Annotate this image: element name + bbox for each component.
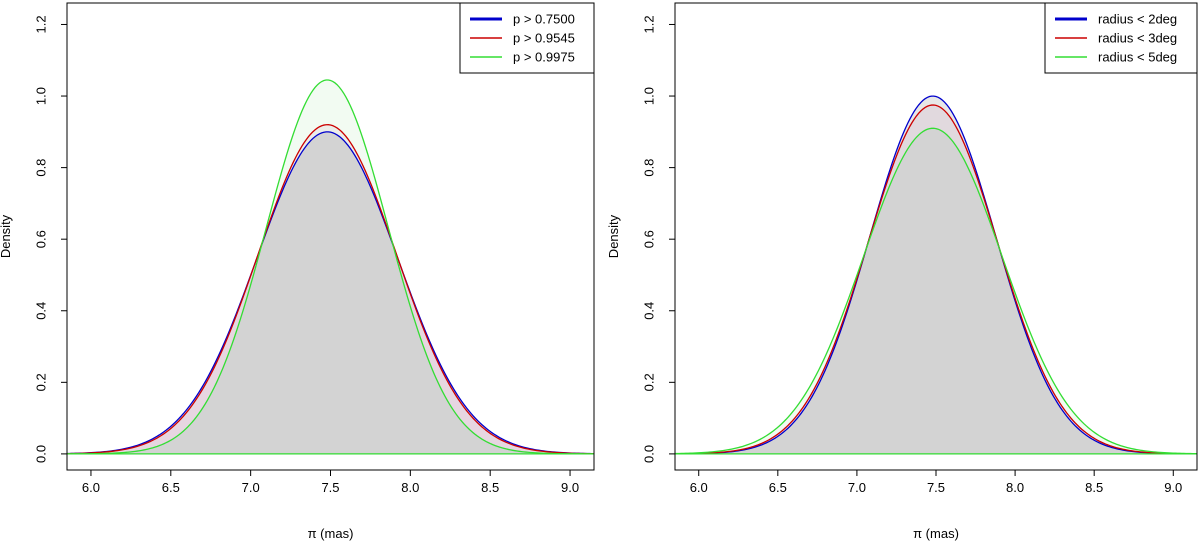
panel-2-x-tick-label-4: 7.5 xyxy=(927,480,945,495)
panel-2-y-tick-label-5: 0.8 xyxy=(642,159,657,177)
panel-1-x-tick-label-6: 8.5 xyxy=(481,480,499,495)
panel-2-y-tick-label-4: 0.6 xyxy=(642,230,657,248)
panel-2-y-tick-label-7: 1.2 xyxy=(642,15,657,33)
panel-1-y-axis-label: Density xyxy=(0,214,13,258)
panel-2: 6.0 6.5 7.0 7.5 8.0 8.5 9.0 0.0 0.2 0.4 0.6 0.8 1.0 1… xyxy=(606,2,1198,541)
panel-1-shared-area xyxy=(67,131,594,454)
panel-1-y-tick-label-1: 0.0 xyxy=(34,445,49,463)
panel-2-y-tick-label-6: 1.0 xyxy=(642,87,657,105)
panel-2-y-tick-label-3: 0.4 xyxy=(642,302,657,320)
panel-2-x-tick-label-1: 6.0 xyxy=(690,480,708,495)
panel-2-series-line-2 xyxy=(674,104,1198,455)
panel-2-x-tick-label-5: 8.0 xyxy=(1006,480,1024,495)
panel-2-x-tick-label-3: 7.0 xyxy=(848,480,866,495)
panel-1-x-tick-label-3: 7.0 xyxy=(242,480,260,495)
panel-2-x-tick-label-6: 8.5 xyxy=(1085,480,1103,495)
panel-1: 6.0 6.5 7.0 7.5 8.0 8.5 9.0 0.0 0.2 0.4 0.6 0.8 1.0 1… xyxy=(0,2,595,541)
panel-1-legend-label-1: p > 0.7500 xyxy=(513,12,575,27)
panel-1-legend-label-2: p > 0.9545 xyxy=(513,31,575,46)
panel-2-legend-label-2: radius < 3deg xyxy=(1098,31,1177,46)
panel-2-x-tick-label-2: 6.5 xyxy=(769,480,787,495)
panel-1-legend: p > 0.7500 p > 0.9545 p > 0.9975 xyxy=(459,2,595,74)
panel-2-legend: radius < 2deg radius < 3deg radius < 5deg xyxy=(1044,2,1198,74)
panel-1-series-line-1 xyxy=(66,131,595,455)
panel-1-series-line-2 xyxy=(66,124,595,455)
panel-1-x-tick-label-7: 9.0 xyxy=(561,480,579,495)
panel-2-legend-label-3: radius < 5deg xyxy=(1098,50,1177,65)
panel-1-legend-label-3: p > 0.9975 xyxy=(513,50,575,65)
panel-1-series-line-3 xyxy=(66,79,594,455)
panel-2-legend-label-1: radius < 2deg xyxy=(1098,12,1177,27)
panel-2-x-tick-label-7: 9.0 xyxy=(1164,480,1182,495)
panel-1-y-tick-label-2: 0.2 xyxy=(34,373,49,391)
panel-1-y-tick-label-6: 1.0 xyxy=(34,87,49,105)
panel-1-y-tick-label-7: 1.2 xyxy=(34,15,49,33)
panel-2-y-tick-label-2: 0.2 xyxy=(642,373,657,391)
panel-1-y-tick-label-4: 0.6 xyxy=(34,230,49,248)
panel-1-x-tick-label-2: 6.5 xyxy=(162,480,180,495)
panel-2-y-axis-label: Density xyxy=(606,214,621,258)
panel-2-series-line-1 xyxy=(674,95,1198,455)
panel-1-x-tick-label-4: 7.5 xyxy=(321,480,339,495)
panel-2-shared-area xyxy=(675,128,1197,454)
panel-1-x-tick-label-1: 6.0 xyxy=(82,480,100,495)
panel-1-y-tick-label-5: 0.8 xyxy=(34,159,49,177)
panel-1-x-axis-label: π (mas) xyxy=(308,526,354,541)
panel-1-x-tick-label-5: 8.0 xyxy=(401,480,419,495)
panel-2-x-axis-label: π (mas) xyxy=(913,526,959,541)
panel-2-series-line-3 xyxy=(674,127,1198,455)
panel-1-y-tick-label-3: 0.4 xyxy=(34,302,49,320)
panel-2-y-tick-label-1: 0.0 xyxy=(642,445,657,463)
